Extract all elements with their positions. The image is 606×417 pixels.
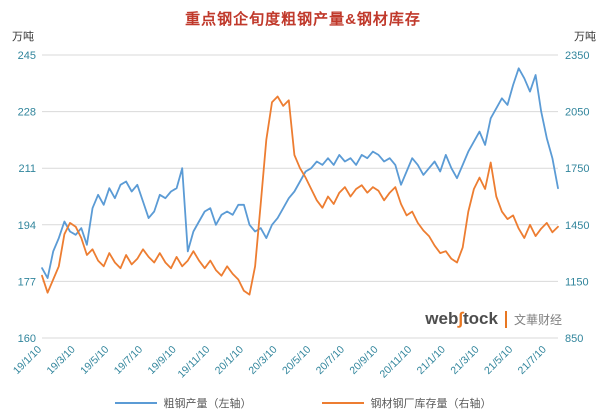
left-axis-tick-label: 211 [18, 163, 36, 175]
right-axis-tick-label: 2050 [565, 107, 589, 119]
x-axis-tick-label: 21/7/10 [516, 344, 549, 377]
left-axis-tick-label: 228 [18, 107, 36, 119]
watermark-brand-cn: 文華财经 [504, 311, 562, 328]
legend-item-inventory: 钢材钢厂库存量（右轴） [321, 395, 492, 411]
x-axis-tick-label: 20/5/10 [280, 344, 313, 377]
x-axis-tick-label: 19/1/10 [11, 344, 44, 377]
chart-title: 重点钢企旬度粗钢产量&钢材库存 [185, 11, 421, 28]
series-line-inventory [41, 95, 559, 296]
watermark: web∫tock 文華财经 [425, 309, 562, 329]
x-axis-tick-label: 19/3/10 [45, 344, 78, 377]
watermark-logo-s-glyph: ∫ [458, 309, 464, 328]
legend-line-blue [114, 401, 157, 405]
left-axis-tick-label: 177 [18, 276, 36, 288]
x-axis-tick-label: 21/3/10 [448, 344, 481, 377]
legend-line-orange [321, 401, 364, 405]
chart-legend: 粗钢产量（左轴） 钢材钢厂库存量（右轴） [0, 395, 606, 411]
series-line-crude-steel [41, 67, 559, 280]
legend-label-crude-steel: 粗钢产量（左轴） [163, 398, 252, 410]
right-axis-unit-label: 万吨 [574, 31, 596, 43]
right-axis-tick-label: 1150 [565, 276, 589, 288]
legend-label-inventory: 钢材钢厂库存量（右轴） [370, 398, 492, 410]
x-axis-tick-label: 19/9/10 [145, 344, 178, 377]
x-axis-tick-label: 20/3/10 [246, 344, 279, 377]
x-axis-tick-label: 20/11/10 [377, 344, 414, 381]
x-axis-tick-label: 19/5/10 [78, 344, 111, 377]
right-axis-tick-label: 2350 [565, 50, 589, 62]
right-axis-tick-label: 850 [565, 333, 583, 345]
left-axis-unit-label: 万吨 [12, 31, 34, 43]
left-axis-tick-label: 245 [18, 50, 36, 62]
x-axis-tick-label: 19/7/10 [112, 344, 145, 377]
left-axis-tick-label: 194 [18, 220, 36, 232]
x-axis-tick-label: 19/11/10 [176, 344, 213, 381]
x-axis-tick-label: 21/1/10 [415, 344, 448, 377]
x-axis-tick-label: 20/1/10 [213, 344, 246, 377]
left-axis-tick-label: 160 [18, 333, 36, 345]
x-axis-tick-label: 20/7/10 [314, 344, 347, 377]
right-axis-tick-label: 1450 [565, 220, 589, 232]
watermark-logo: web∫tock [425, 309, 498, 328]
right-axis-tick-label: 1750 [565, 163, 589, 175]
x-axis-tick-label: 20/9/10 [347, 344, 380, 377]
x-axis-tick-label: 21/5/10 [482, 344, 515, 377]
legend-item-crude-steel: 粗钢产量（左轴） [114, 395, 252, 411]
